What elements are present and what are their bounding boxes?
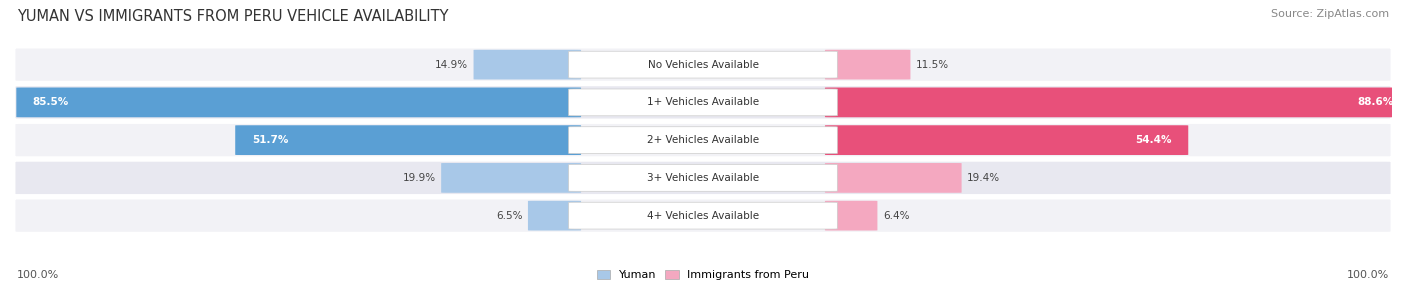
Text: 6.4%: 6.4%	[883, 211, 910, 221]
FancyBboxPatch shape	[825, 88, 1406, 117]
FancyBboxPatch shape	[441, 163, 581, 193]
FancyBboxPatch shape	[14, 123, 1392, 158]
Text: 100.0%: 100.0%	[17, 270, 59, 280]
Text: 100.0%: 100.0%	[1347, 270, 1389, 280]
Text: 11.5%: 11.5%	[915, 60, 949, 69]
FancyBboxPatch shape	[235, 125, 581, 155]
Text: 1+ Vehicles Available: 1+ Vehicles Available	[647, 98, 759, 107]
Text: No Vehicles Available: No Vehicles Available	[648, 60, 758, 69]
Text: 6.5%: 6.5%	[496, 211, 523, 221]
FancyBboxPatch shape	[568, 127, 838, 154]
FancyBboxPatch shape	[825, 163, 962, 193]
Text: 54.4%: 54.4%	[1135, 135, 1171, 145]
FancyBboxPatch shape	[17, 88, 581, 117]
Text: 85.5%: 85.5%	[32, 98, 69, 107]
Text: 2+ Vehicles Available: 2+ Vehicles Available	[647, 135, 759, 145]
Text: 19.9%: 19.9%	[402, 173, 436, 183]
Text: 51.7%: 51.7%	[252, 135, 288, 145]
FancyBboxPatch shape	[14, 47, 1392, 82]
FancyBboxPatch shape	[14, 198, 1392, 233]
FancyBboxPatch shape	[825, 125, 1188, 155]
FancyBboxPatch shape	[825, 201, 877, 231]
Text: 14.9%: 14.9%	[434, 60, 468, 69]
FancyBboxPatch shape	[14, 160, 1392, 195]
FancyBboxPatch shape	[474, 50, 581, 80]
FancyBboxPatch shape	[568, 51, 838, 78]
Text: 4+ Vehicles Available: 4+ Vehicles Available	[647, 211, 759, 221]
Text: 88.6%: 88.6%	[1357, 98, 1393, 107]
FancyBboxPatch shape	[568, 89, 838, 116]
FancyBboxPatch shape	[568, 164, 838, 191]
Text: Source: ZipAtlas.com: Source: ZipAtlas.com	[1271, 9, 1389, 19]
Text: 3+ Vehicles Available: 3+ Vehicles Available	[647, 173, 759, 183]
Legend: Yuman, Immigrants from Peru: Yuman, Immigrants from Peru	[596, 270, 810, 281]
FancyBboxPatch shape	[825, 50, 911, 80]
FancyBboxPatch shape	[527, 201, 581, 231]
Text: YUMAN VS IMMIGRANTS FROM PERU VEHICLE AVAILABILITY: YUMAN VS IMMIGRANTS FROM PERU VEHICLE AV…	[17, 9, 449, 23]
FancyBboxPatch shape	[568, 202, 838, 229]
Text: 19.4%: 19.4%	[967, 173, 1000, 183]
FancyBboxPatch shape	[14, 85, 1392, 120]
